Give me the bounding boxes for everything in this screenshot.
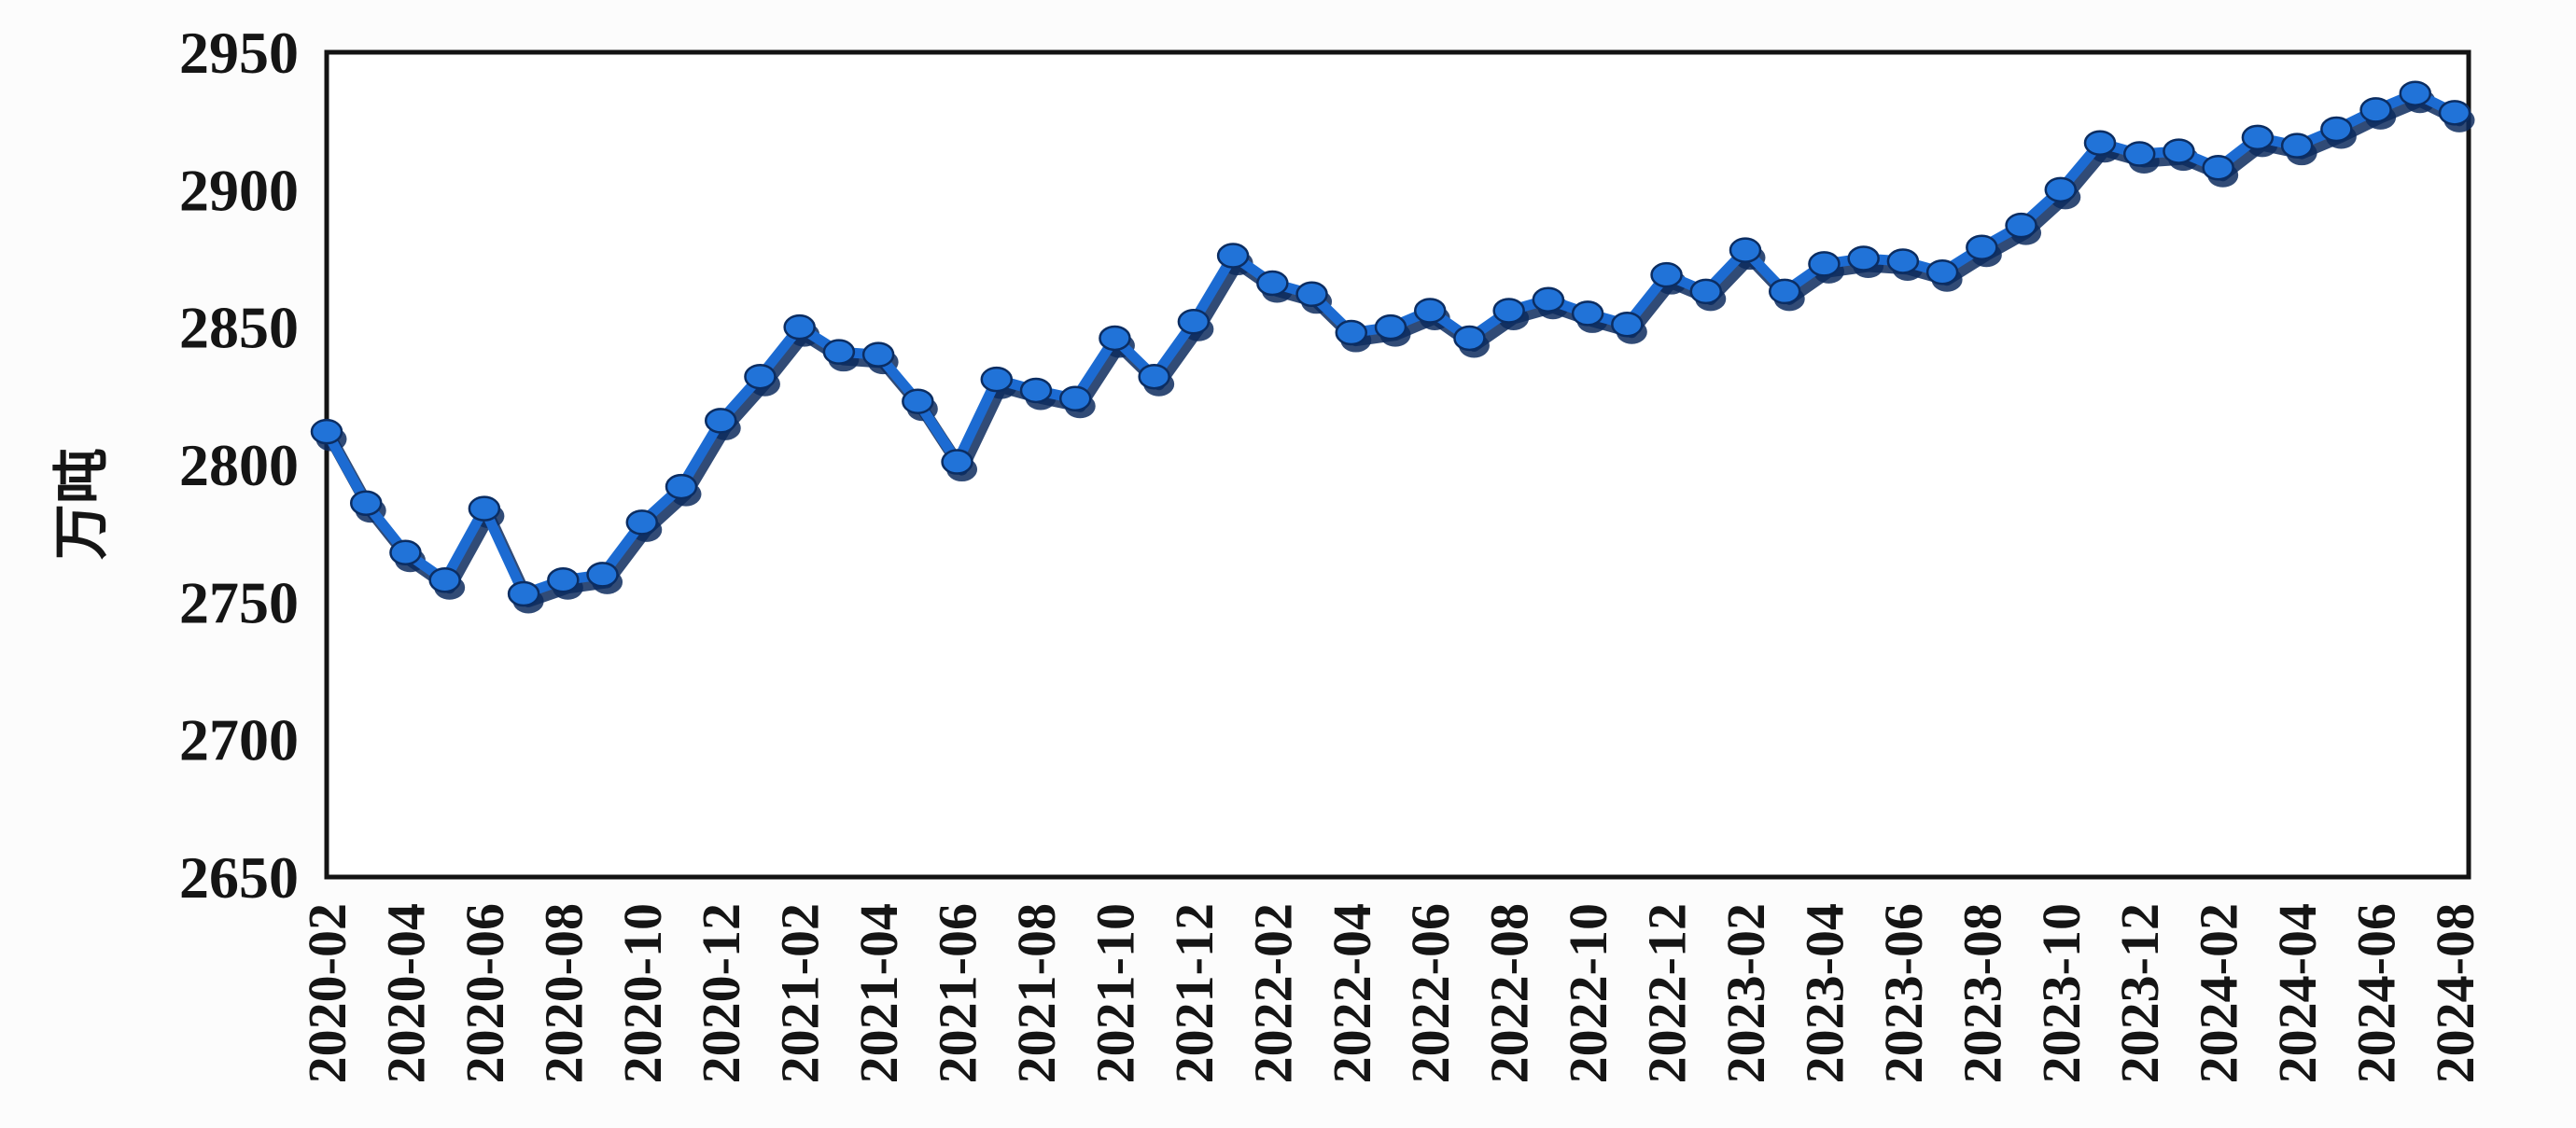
data-point-marker — [586, 562, 619, 588]
data-point-marker — [1492, 298, 1525, 324]
x-axis-tick-label: 2022-04 — [1322, 903, 1382, 1083]
y-axis-tick-label: 2900 — [179, 157, 299, 223]
y-axis-tick-label: 2800 — [179, 432, 299, 498]
data-point-marker — [2359, 97, 2392, 123]
data-point-marker — [1966, 234, 1998, 260]
data-point-marker — [1058, 385, 1092, 412]
x-axis-tick-label: 2023-02 — [1715, 903, 1776, 1083]
data-point-marker — [783, 313, 816, 341]
data-point-marker — [2320, 116, 2353, 143]
data-point-marker — [310, 418, 343, 445]
data-point-marker — [1019, 377, 1053, 404]
x-axis-tick-label: 2021-06 — [928, 903, 988, 1083]
x-axis-tick-label: 2020-04 — [375, 903, 436, 1083]
data-point-marker — [1453, 325, 1486, 352]
data-point-marker — [1295, 281, 1328, 308]
data-point-marker — [1099, 325, 1131, 352]
data-point-marker — [980, 366, 1014, 393]
x-axis-tick-label: 2022-08 — [1479, 903, 1540, 1083]
y-axis-tick-label: 2950 — [179, 20, 299, 86]
data-point-marker — [941, 449, 973, 475]
x-axis-tick-label: 2023-06 — [1873, 903, 1934, 1083]
data-point-marker — [1925, 258, 1959, 285]
data-point-marker — [349, 490, 383, 517]
data-point-marker — [1689, 278, 1723, 305]
data-point-marker — [665, 473, 698, 500]
y-axis-tick-label: 2700 — [179, 707, 299, 773]
data-point-marker — [2241, 124, 2275, 151]
data-point-marker — [822, 339, 856, 365]
data-point-marker — [1886, 248, 1920, 274]
data-point-marker — [1177, 309, 1211, 335]
data-point-marker — [1847, 245, 1880, 272]
x-axis-tick-label: 2021-02 — [770, 903, 831, 1083]
y-axis-tick-label: 2750 — [179, 569, 299, 635]
x-axis-tick-label: 2024-02 — [2189, 903, 2249, 1083]
y-axis-title: 万吨 — [51, 448, 113, 560]
x-axis-tick-label: 2022-12 — [1637, 903, 1698, 1083]
x-axis-tick-label: 2022-06 — [1400, 903, 1461, 1083]
x-axis-tick-label: 2021-08 — [1006, 903, 1067, 1083]
data-point-marker — [1256, 270, 1289, 297]
x-axis-tick-label: 2021-10 — [1085, 903, 1145, 1083]
data-point-marker — [1768, 278, 1801, 305]
y-axis-tick-label: 2850 — [179, 295, 299, 361]
x-axis-tick-label: 2022-10 — [1558, 903, 1618, 1083]
data-point-marker — [1374, 313, 1407, 341]
data-point-marker — [902, 388, 934, 414]
y-axis-tick-label: 2650 — [179, 844, 299, 911]
data-point-marker — [1729, 237, 1762, 263]
data-point-marker — [468, 495, 501, 522]
data-point-marker — [2280, 132, 2314, 159]
x-axis-tick-label: 2020-10 — [612, 903, 673, 1083]
x-axis-tick-label: 2020-12 — [691, 903, 751, 1083]
data-point-marker — [1611, 311, 1644, 338]
data-point-marker — [2005, 212, 2037, 239]
x-axis-tick-label: 2023-04 — [1794, 903, 1855, 1083]
plot-border — [324, 49, 2471, 880]
data-point-marker — [2399, 80, 2432, 106]
data-point-marker — [2044, 176, 2078, 203]
data-point-marker — [2438, 100, 2471, 126]
x-axis-tick-label: 2020-06 — [455, 903, 515, 1083]
data-point-marker — [547, 567, 580, 593]
x-axis-tick-label: 2023-12 — [2109, 903, 2170, 1083]
x-axis-tick-label: 2023-10 — [2031, 903, 2092, 1083]
data-point-marker — [1138, 363, 1170, 390]
x-axis-tick-label: 2020-02 — [297, 903, 357, 1083]
x-axis-tick-label: 2022-02 — [1242, 903, 1303, 1083]
x-axis-tick-label: 2024-04 — [2267, 903, 2328, 1083]
x-axis-tick-label: 2021-04 — [848, 903, 909, 1083]
data-point-marker — [1216, 243, 1250, 269]
x-axis-tick-label: 2024-08 — [2425, 903, 2485, 1083]
data-point-marker — [2083, 130, 2117, 156]
x-axis-tick-label: 2023-08 — [1952, 903, 2012, 1083]
data-point-marker — [704, 408, 737, 434]
data-point-marker — [1650, 261, 1683, 288]
data-point-marker — [1335, 319, 1368, 346]
x-axis-tick-label: 2021-12 — [1164, 903, 1225, 1083]
data-point-marker — [1413, 298, 1447, 324]
data-point-marker — [1571, 300, 1604, 327]
data-point-marker — [861, 341, 895, 368]
data-point-marker — [1808, 251, 1841, 277]
data-point-marker — [2163, 138, 2195, 164]
x-axis-tick-label: 2024-06 — [2346, 903, 2407, 1083]
data-point-marker — [625, 509, 659, 536]
data-point-marker — [744, 363, 777, 390]
data-point-marker — [2202, 155, 2234, 181]
data-point-marker — [389, 539, 422, 566]
data-point-marker — [507, 580, 540, 607]
data-point-marker — [1532, 286, 1565, 313]
data-point-marker — [428, 567, 461, 593]
data-point-marker — [2122, 141, 2156, 167]
x-axis-tick-label: 2020-08 — [533, 903, 594, 1083]
